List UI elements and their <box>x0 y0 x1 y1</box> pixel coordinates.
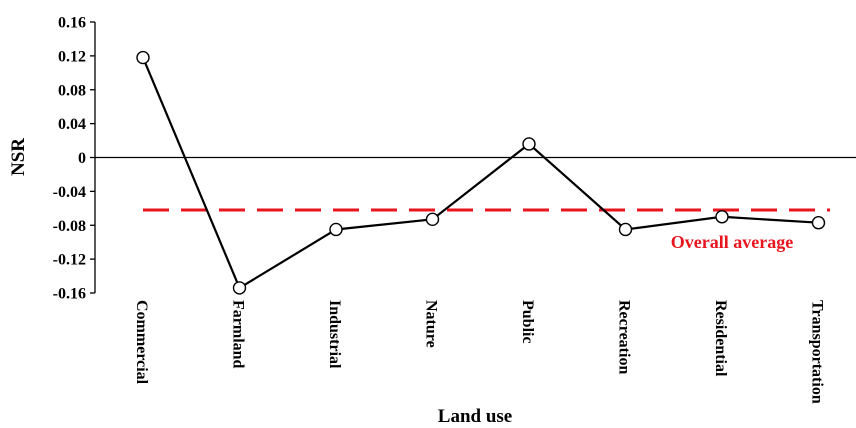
x-axis-title: Land use <box>438 406 512 427</box>
data-point-transportation <box>811 216 826 230</box>
y-tick-label: 0 <box>78 150 86 167</box>
x-category-label: Commercial <box>133 300 150 385</box>
x-category-label: Public <box>519 300 536 344</box>
x-category-label: Nature <box>423 300 440 348</box>
y-tick-label: 0.04 <box>58 116 86 133</box>
y-tick-label: -0.16 <box>53 286 86 303</box>
data-point-recreation <box>618 222 633 237</box>
y-tick-label: -0.08 <box>53 218 86 235</box>
x-category-label: Residential <box>712 300 729 377</box>
x-category-label: Industrial <box>326 300 343 369</box>
y-tick-label: 0.16 <box>58 15 86 32</box>
y-ticks: 0.16 0.12 0.08 0.04 0 -0.04 -0.08 -0.12 -0.16 <box>53 15 95 303</box>
nsr-series-line <box>141 57 819 290</box>
data-point-farmland <box>232 281 247 295</box>
y-tick-label: -0.04 <box>53 184 86 201</box>
data-point-nature <box>425 212 440 227</box>
nsr-series <box>136 50 826 295</box>
y-tick-label: 0.12 <box>58 48 86 65</box>
data-point-public <box>522 137 536 151</box>
data-point-residential <box>715 210 729 224</box>
data-point-commercial <box>136 50 150 65</box>
overall-average-label: Overall average <box>671 232 793 252</box>
x-category-label: Transportation <box>809 300 826 404</box>
y-tick-label: -0.12 <box>53 252 86 269</box>
x-category-label: Farmland <box>230 300 247 369</box>
x-category-labels: Commercial Farmland Industrial Nature Public… <box>133 300 826 404</box>
x-category-label: Recreation <box>616 300 633 374</box>
data-point-industrial <box>329 222 343 237</box>
y-axis-title: NSR <box>8 138 29 176</box>
y-tick-label: 0.08 <box>58 82 86 99</box>
